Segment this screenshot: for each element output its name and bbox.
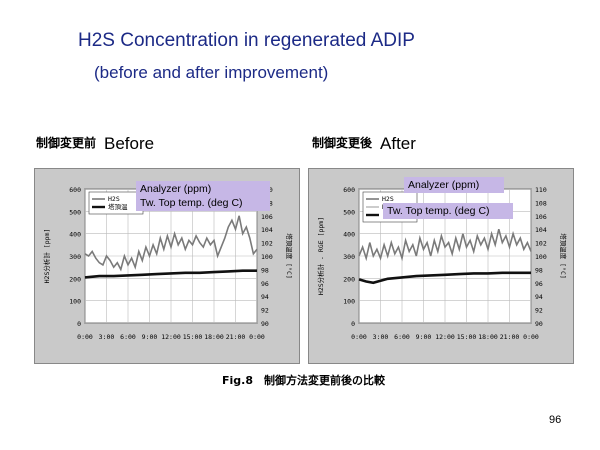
after-y-tick-label: 100 [343, 298, 355, 306]
after-x-tick-label: 0:00 [523, 333, 539, 341]
after-y-tick-label: 200 [343, 275, 355, 283]
before-y2-tick-label: 92 [261, 307, 269, 315]
after-panel-jp-label: 制御変更後 [312, 136, 373, 150]
after-chart-frame: 600 500 400 300 200 100 0 110 108 106 104 102 100 98 9… [308, 168, 574, 364]
before-chart: 6005004003002001000110108106104102100989… [42, 186, 294, 341]
before-series-temperature-line [84, 269, 257, 279]
slide-subtitle: (before and after improvement) [94, 63, 329, 82]
after-y2-tick-label: 104 [535, 226, 547, 234]
after-series-temperature-line [358, 271, 531, 285]
before-y-tick-label: 400 [69, 231, 81, 239]
before-series-analyzer-line [84, 215, 258, 272]
before-x-tick-label: 3:00 [99, 333, 115, 341]
after-y-tick-label: 0 [351, 320, 355, 328]
after-y2-axis-title: 塔頂温度 [°C] [559, 233, 568, 279]
before-temp-tag: Tw. Top temp. (deg C) [140, 197, 243, 209]
page-number: 96 [549, 414, 562, 426]
after-chart: 600 500 400 300 200 100 0 110 108 106 104 102 100 98 9… [316, 186, 568, 341]
after-y2-tick-label: 90 [535, 320, 543, 328]
after-x-tick-label: 15:00 [457, 333, 477, 341]
after-y-tick-label: 300 [343, 253, 355, 261]
after-y-tick-label: 400 [343, 231, 355, 239]
after-y-axis-title: H2S分析計 . RGE [ppm] [316, 217, 325, 295]
after-y-tick-label: 600 [343, 186, 355, 194]
after-legend-analyzer-code: H2S [382, 195, 394, 203]
after-y2-tick-label: 108 [535, 199, 547, 207]
after-x-tick-label: 0:00 [351, 333, 367, 341]
after-y2-tick-label: 102 [535, 240, 547, 248]
after-y-tick-label: 500 [343, 208, 355, 216]
before-y2-tick-label: 94 [261, 293, 269, 301]
after-y2-tick-label: 96 [535, 280, 543, 288]
after-y2-tick-label: 106 [535, 213, 547, 221]
before-y-axis-title: H2S分析計 [ppm] [42, 229, 51, 284]
after-panel-en-label: After [380, 134, 416, 153]
before-y2-tick-label: 96 [261, 280, 269, 288]
before-x-tick-label: 9:00 [142, 333, 158, 341]
before-y-tick-label: 200 [69, 275, 81, 283]
before-y-tick-label: 0 [77, 320, 81, 328]
figure-caption: Fig.8 制御方法変更前後の比較 [222, 374, 385, 387]
before-y2-tick-label: 100 [261, 253, 273, 261]
before-panel-en-label: Before [104, 134, 155, 153]
after-y2-tick-label: 100 [535, 253, 547, 261]
after-y2-tick-label: 92 [535, 307, 543, 315]
before-x-tick-label: 21:00 [226, 333, 246, 341]
after-temp-tag: Tw. Top temp. (deg C) [383, 203, 513, 219]
after-y2-tick-label: 94 [535, 293, 543, 301]
after-panel-label: 制御変更後 After [312, 134, 416, 154]
after-y2-tick-label: 98 [535, 266, 543, 274]
before-panel-label: 制御変更前 Before [36, 134, 154, 154]
before-y2-tick-label: 98 [261, 266, 269, 274]
slide-title: H2S Concentration in regenerated ADIP [78, 30, 415, 51]
before-x-tick-label: 0:00 [249, 333, 265, 341]
after-x-tick-label: 9:00 [416, 333, 432, 341]
before-y2-tick-label: 102 [261, 240, 273, 248]
after-x-tick-label: 6:00 [394, 333, 410, 341]
before-y2-tick-label: 106 [261, 213, 273, 221]
before-panel-jp-label: 制御変更前 [36, 136, 97, 150]
after-x-tick-label: 3:00 [373, 333, 389, 341]
before-x-tick-label: 12:00 [161, 333, 181, 341]
before-y-tick-label: 300 [69, 253, 81, 261]
before-x-tick-label: 18:00 [204, 333, 224, 341]
after-series-analyzer-line [358, 228, 532, 262]
before-y-tick-label: 600 [69, 186, 81, 194]
before-analyzer-tag: Analyzer (ppm) [140, 183, 212, 195]
after-x-tick-label: 21:00 [500, 333, 520, 341]
before-x-tick-label: 0:00 [77, 333, 93, 341]
after-x-tick-label: 12:00 [435, 333, 455, 341]
before-y2-tick-label: 90 [261, 320, 269, 328]
before-legend-tags: Analyzer (ppm) Tw. Top temp. (deg C) [136, 181, 270, 211]
before-legend-analyzer-code: H2S [108, 195, 120, 203]
before-y-tick-label: 500 [69, 208, 81, 216]
before-x-tick-label: 6:00 [120, 333, 136, 341]
after-x-tick-label: 18:00 [478, 333, 498, 341]
before-y2-tick-label: 104 [261, 226, 273, 234]
before-legend-temp-code: 塔頂温 [108, 202, 128, 211]
before-y-tick-label: 100 [69, 298, 81, 306]
after-analyzer-tag: Analyzer (ppm) [404, 177, 504, 193]
before-x-tick-label: 15:00 [183, 333, 203, 341]
after-y2-tick-label: 110 [535, 186, 547, 194]
before-y2-axis-title: 塔頂温度 [°C] [285, 233, 294, 279]
